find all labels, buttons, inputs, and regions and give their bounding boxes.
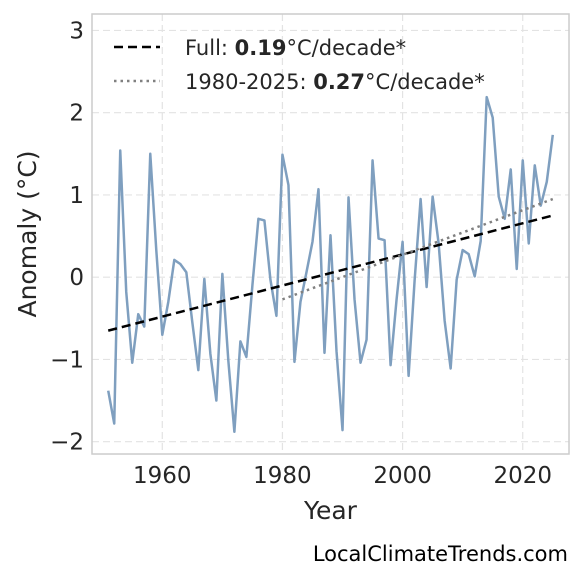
legend-label-recent-trend: 1980-2025: 0.27°C/decade*: [185, 70, 485, 94]
full-trend-line: [107, 214, 554, 332]
x-tick-label: 2020: [493, 463, 552, 489]
legend: Full: 0.19°C/decade* 1980-2025: 0.27°C/d…: [114, 36, 485, 94]
source-credit: LocalClimateTrends.com: [313, 542, 568, 566]
recent-trend-line: [282, 197, 554, 301]
x-tick-label: 2000: [373, 463, 432, 489]
y-tick-label: 2: [69, 101, 84, 127]
x-axis-ticks: 1960 1980 2000 2020: [133, 463, 552, 489]
x-tick-label: 1960: [133, 463, 192, 489]
anomaly-series-line: [106, 95, 555, 434]
y-tick-label: −1: [50, 347, 84, 373]
plot-frame: [91, 13, 570, 455]
y-axis-label: Anomaly (°C): [13, 150, 42, 317]
y-tick-label: 1: [69, 183, 84, 209]
y-tick-label: 0: [69, 265, 84, 291]
grid: [92, 14, 569, 454]
x-axis-label: Year: [303, 496, 358, 525]
y-tick-label: −2: [50, 430, 84, 456]
y-axis-ticks: −2 −1 0 1 2 3: [50, 18, 84, 455]
x-tick-label: 1980: [253, 463, 312, 489]
legend-label-full-trend: Full: 0.19°C/decade*: [185, 36, 406, 60]
y-tick-label: 3: [69, 18, 84, 44]
series-layer: [106, 95, 555, 434]
